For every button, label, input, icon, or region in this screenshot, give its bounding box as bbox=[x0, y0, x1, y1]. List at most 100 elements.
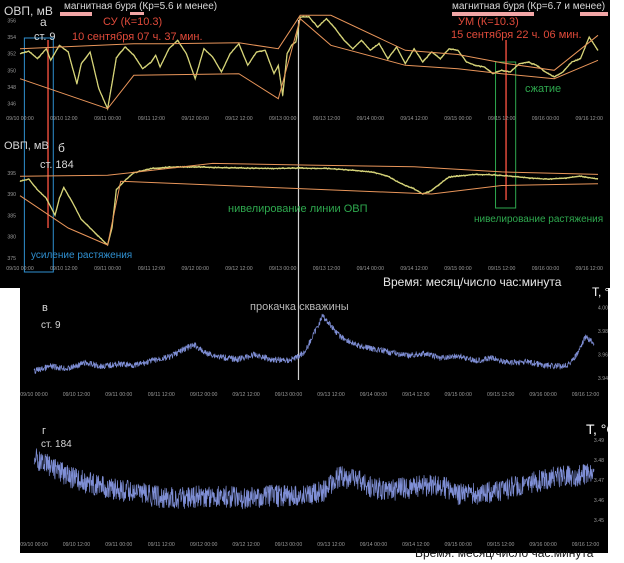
x-tick-label: 09/12 12:00 bbox=[225, 266, 253, 272]
storm2-bar bbox=[452, 12, 534, 16]
y-tick-label: 3.94 bbox=[598, 376, 608, 382]
x-tick-label: 09/13 00:00 bbox=[269, 116, 297, 122]
x-tick-label: 09/11 12:00 bbox=[138, 266, 165, 272]
panel-a-letter: а bbox=[40, 15, 47, 29]
y-tick-label: 390 bbox=[7, 192, 16, 198]
x-tick-label: 09/12 00:00 bbox=[181, 116, 209, 122]
y-tick-label: 3.48 bbox=[594, 458, 604, 464]
panel-c-letter: в bbox=[42, 302, 48, 314]
x-tick-label: 09/16 00:00 bbox=[529, 392, 557, 398]
x-tick-label: 09/16 00:00 bbox=[532, 116, 560, 122]
x-tick-label: 09/14 12:00 bbox=[400, 116, 428, 122]
envelope-envelope-upper-1 bbox=[19, 162, 599, 177]
x-tick-label: 09/15 12:00 bbox=[488, 116, 516, 122]
panel-ab-background bbox=[0, 0, 610, 288]
x-tick-label: 09/12 00:00 bbox=[190, 542, 218, 548]
y-tick-label: 385 bbox=[7, 213, 16, 219]
x-tick-label: 09/14 12:00 bbox=[400, 266, 428, 272]
storm1-bar-end bbox=[130, 12, 144, 15]
x-tick-label: 09/14 12:00 bbox=[402, 542, 430, 548]
x-tick-label: 09/10 12:00 bbox=[50, 266, 78, 272]
x-tick-label: 09/15 00:00 bbox=[444, 542, 472, 548]
um-label: УМ (К=10.3) bbox=[458, 16, 519, 28]
y-tick-label: 3.49 bbox=[594, 438, 604, 444]
x-tick-label: 09/15 12:00 bbox=[488, 266, 516, 272]
x-tick-label: 09/10 00:00 bbox=[6, 266, 34, 272]
x-tick-label: 09/14 00:00 bbox=[357, 116, 385, 122]
y-tick-label: 3.96 bbox=[598, 353, 608, 359]
x-tick-label: 09/11 12:00 bbox=[138, 116, 165, 122]
envelope-envelope-lower-0 bbox=[19, 17, 599, 110]
x-tick-label: 09/11 00:00 bbox=[105, 542, 132, 548]
panel-d-station: ст. 184 bbox=[41, 439, 72, 450]
panel-a-ylabel: ОВП, мВ bbox=[4, 4, 53, 18]
amplification-label: усиление растяжения bbox=[31, 250, 132, 261]
panel-a-station: ст. 9 bbox=[34, 31, 56, 43]
envelope-envelope-lower-1 bbox=[19, 180, 599, 246]
x-tick-label: 09/14 00:00 bbox=[360, 392, 388, 398]
y-tick-label: 346 bbox=[7, 102, 16, 108]
x-tick-label: 09/14 00:00 bbox=[360, 542, 388, 548]
y-tick-label: 356 bbox=[7, 18, 16, 24]
x-tick-label: 09/13 00:00 bbox=[275, 392, 303, 398]
storm1-bar bbox=[60, 12, 92, 16]
x-tick-label: 09/12 00:00 bbox=[181, 266, 209, 272]
x-tick-label: 09/11 00:00 bbox=[105, 392, 132, 398]
x-tick-label: 09/16 12:00 bbox=[575, 116, 603, 122]
su-event-box bbox=[23, 37, 54, 273]
um-date: 15 сентября 22 ч. 06 мин. bbox=[451, 29, 582, 41]
x-tick-label: 09/12 00:00 bbox=[190, 392, 218, 398]
y-tick-label: 348 bbox=[7, 85, 16, 91]
x-tick-label: 09/15 00:00 bbox=[444, 266, 472, 272]
su-date: 10 сентября 07 ч. 37 мин. bbox=[72, 31, 203, 43]
time-axis-label-top: Время: месяц/число час:минута bbox=[383, 275, 562, 289]
x-tick-label: 09/11 00:00 bbox=[94, 116, 121, 122]
panel-d-background bbox=[20, 408, 608, 553]
x-tick-label: 09/15 12:00 bbox=[487, 392, 515, 398]
x-tick-label: 09/15 00:00 bbox=[444, 392, 472, 398]
series-line-3 bbox=[33, 448, 595, 510]
storm2-label: магнитная буря (Кр=6.7 и менее) bbox=[452, 0, 605, 12]
y-tick-label: 350 bbox=[7, 68, 16, 74]
compression-label: сжатие bbox=[525, 83, 561, 95]
x-tick-label: 09/14 12:00 bbox=[402, 392, 430, 398]
time-axis-label-bottom: Время: месяц/число час:минута bbox=[415, 546, 594, 560]
y-tick-label: 380 bbox=[7, 235, 16, 241]
su-label: СУ (К=10.3) bbox=[103, 16, 162, 28]
y-tick-label: 375 bbox=[7, 256, 16, 262]
panel-b-station: ст. 184 bbox=[40, 159, 74, 171]
x-tick-label: 09/10 00:00 bbox=[6, 116, 34, 122]
panel-c-background bbox=[20, 288, 608, 408]
x-tick-label: 09/15 12:00 bbox=[487, 542, 515, 548]
panel-d-ylabel: T, °C bbox=[586, 421, 617, 437]
x-tick-label: 09/16 12:00 bbox=[572, 542, 600, 548]
x-tick-label: 09/11 00:00 bbox=[94, 266, 121, 272]
leveling-label: нивелирование линии ОВП bbox=[228, 203, 368, 215]
x-tick-label: 09/16 00:00 bbox=[529, 542, 557, 548]
y-tick-label: 3.47 bbox=[594, 478, 604, 484]
y-tick-label: 3.45 bbox=[594, 518, 604, 524]
x-tick-label: 09/11 12:00 bbox=[148, 392, 175, 398]
x-tick-label: 09/10 12:00 bbox=[63, 542, 91, 548]
panel-d-letter: г bbox=[42, 425, 46, 437]
x-tick-label: 09/13 12:00 bbox=[313, 266, 341, 272]
x-tick-label: 09/15 00:00 bbox=[444, 116, 472, 122]
x-tick-label: 09/14 00:00 bbox=[357, 266, 385, 272]
x-tick-label: 09/12 12:00 bbox=[232, 392, 260, 398]
x-tick-label: 09/13 12:00 bbox=[317, 392, 345, 398]
envelope-envelope-upper-0 bbox=[19, 14, 599, 71]
x-tick-label: 09/13 12:00 bbox=[317, 542, 345, 548]
x-tick-label: 09/12 12:00 bbox=[225, 116, 253, 122]
y-tick-label: 352 bbox=[7, 52, 16, 58]
y-tick-label: 4.00 bbox=[598, 306, 608, 312]
x-tick-label: 09/10 12:00 bbox=[50, 116, 78, 122]
x-tick-label: 09/16 00:00 bbox=[532, 266, 560, 272]
y-tick-label: 354 bbox=[7, 35, 16, 41]
y-tick-label: 3.98 bbox=[598, 329, 608, 335]
y-tick-label: 3.46 bbox=[594, 498, 604, 504]
y-tick-label: 395 bbox=[7, 171, 16, 177]
pumping-label: прокачка скважины bbox=[250, 301, 349, 313]
x-tick-label: 09/10 00:00 bbox=[20, 392, 48, 398]
x-tick-label: 09/16 12:00 bbox=[572, 392, 600, 398]
